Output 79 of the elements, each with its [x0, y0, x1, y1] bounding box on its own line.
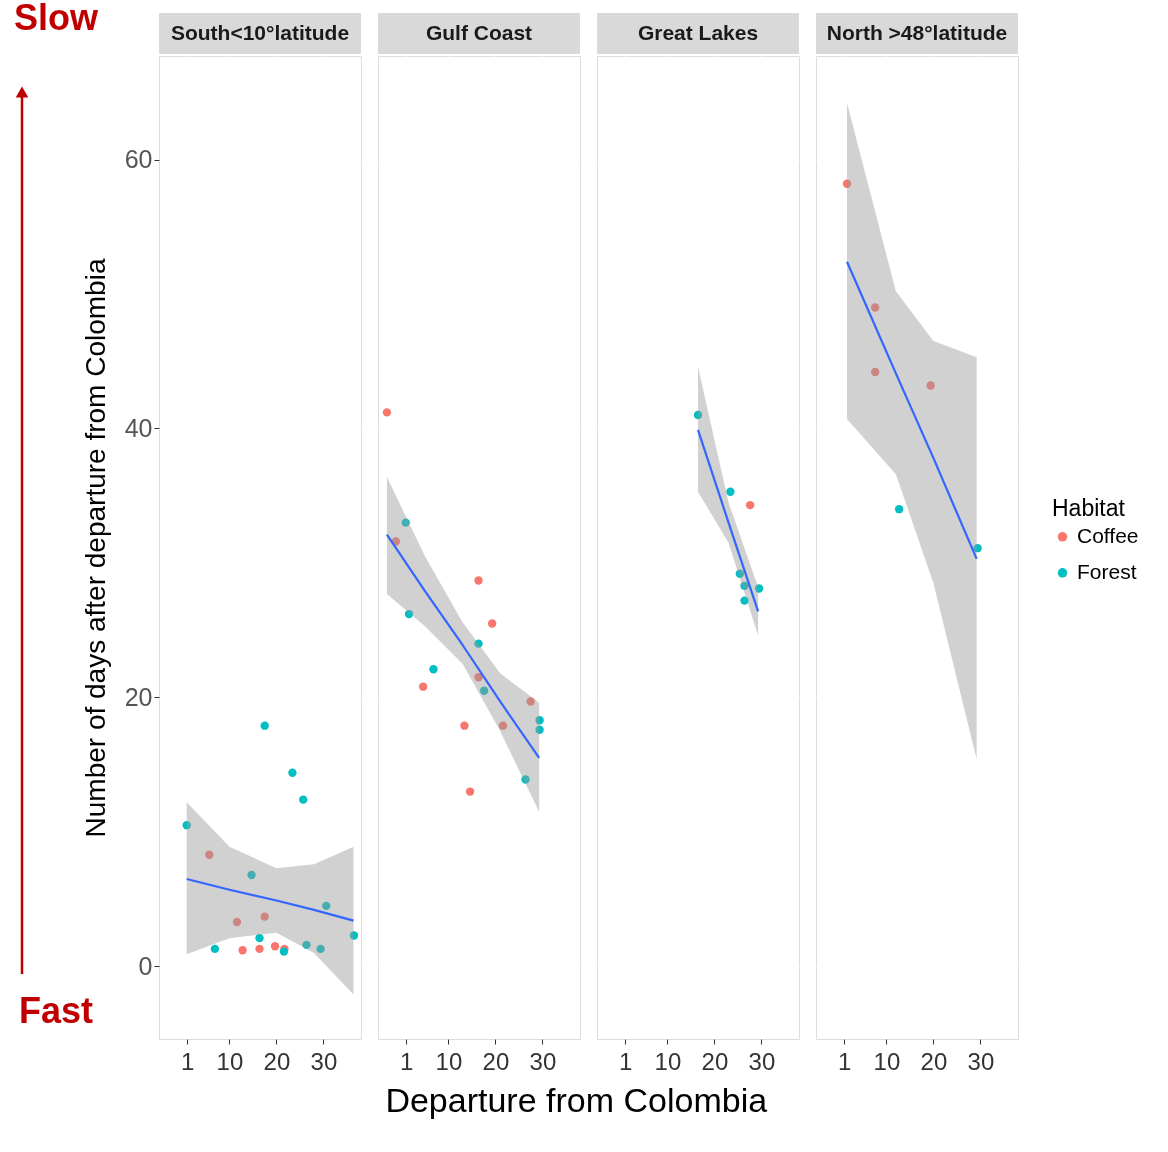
point [535, 725, 544, 734]
point [322, 901, 331, 911]
point [474, 639, 483, 648]
point [270, 942, 280, 951]
x-tick-label: 10 [216, 1047, 244, 1075]
point [260, 721, 269, 730]
point [479, 686, 489, 695]
text: Fast [18, 990, 94, 1031]
x-tick-label: 1 [400, 1047, 414, 1075]
y-tick-label: 0 [138, 951, 153, 980]
chart-title: North >48°latitude [826, 21, 1008, 44]
point [316, 944, 325, 954]
chart-title: Great Lakes [637, 21, 759, 44]
chart-title: Gulf Coast [425, 21, 533, 44]
point [526, 697, 535, 706]
point [926, 381, 935, 390]
point [429, 665, 438, 674]
point [973, 544, 982, 553]
point [182, 821, 191, 830]
x-tick-label: 20 [701, 1047, 729, 1075]
point [299, 795, 308, 804]
point [474, 576, 483, 585]
x-tick-label: 20 [482, 1047, 510, 1075]
point [740, 581, 749, 590]
point [302, 940, 311, 950]
point [745, 500, 755, 510]
point [260, 912, 269, 921]
x-tick-label: 10 [873, 1047, 901, 1075]
point [693, 410, 703, 420]
text: Slow [13, 0, 99, 38]
point [535, 716, 544, 725]
x-tick-label: 30 [967, 1047, 995, 1075]
x-tick-label: 1 [619, 1047, 633, 1075]
x-tick-label: 10 [654, 1047, 682, 1075]
x-tick-label: 10 [435, 1047, 463, 1075]
point [521, 775, 530, 784]
point [401, 518, 410, 527]
legend-label: Forest [1077, 559, 1137, 583]
point [842, 179, 852, 188]
point [210, 944, 220, 954]
point [894, 505, 904, 514]
point [498, 721, 508, 730]
point [418, 682, 428, 691]
point [871, 303, 880, 312]
point [740, 596, 749, 605]
point [349, 931, 359, 940]
x-tick-label: 20 [263, 1047, 291, 1075]
point [726, 487, 735, 496]
point [487, 619, 497, 628]
point [465, 787, 475, 796]
y-tick-label: 20 [124, 682, 153, 711]
legend-label: Coffee [1077, 523, 1139, 547]
y-axis-title: Number of days after departure from Colombia [79, 258, 111, 838]
x-tick-label: 1 [838, 1047, 852, 1075]
point [474, 673, 483, 682]
y-tick-label: 60 [124, 145, 153, 174]
point [754, 584, 764, 593]
point [404, 609, 414, 619]
legend-title: Habitat [1052, 495, 1126, 522]
point [238, 946, 247, 955]
point [460, 721, 469, 730]
point [247, 870, 256, 880]
x-axis-title: Departure from Colombia [385, 1080, 768, 1119]
point [205, 850, 214, 859]
chart-title: South<10°latitude [170, 21, 350, 44]
point [255, 944, 264, 954]
line-series [185, 877, 355, 922]
point [288, 768, 297, 777]
point [255, 933, 264, 943]
y-tick-label: 40 [124, 413, 153, 442]
point [735, 569, 744, 578]
x-tick-label: 20 [920, 1047, 948, 1075]
x-tick-label: 30 [748, 1047, 776, 1075]
x-tick-label: 1 [181, 1047, 195, 1075]
point [232, 917, 242, 927]
x-tick-label: 30 [310, 1047, 338, 1075]
x-tick-label: 30 [529, 1047, 557, 1075]
point [871, 367, 880, 377]
point [382, 408, 392, 417]
